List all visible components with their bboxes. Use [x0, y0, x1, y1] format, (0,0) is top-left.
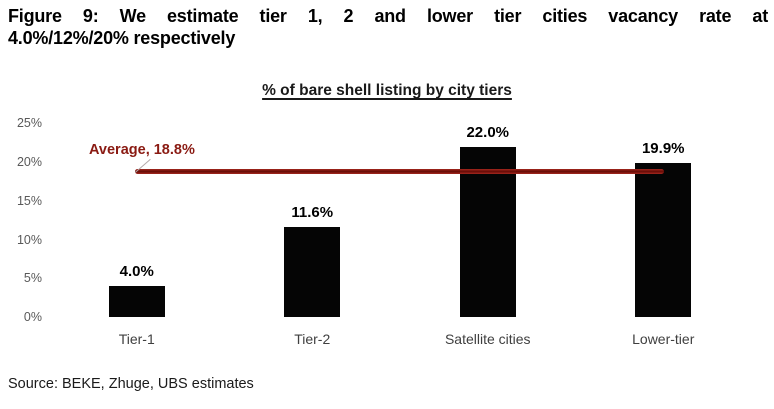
bar-satellite-cities — [459, 146, 516, 317]
bar-value-label-lower-tier: 19.9% — [641, 139, 685, 157]
plot-area: 0% 5% 10% 15% 20% 25% 4.0% Tier-1 11.6% Tier-2 22.… — [16, 116, 695, 347]
figure-title-line-1: Figure 9: We estimate tier 1, 2 and lowe… — [8, 6, 768, 26]
category-label-satellite-cities: Satellite cities — [444, 331, 531, 347]
bar-value-label-satellite-cities: 22.0% — [466, 123, 510, 141]
category-label-tier-2: Tier-2 — [294, 331, 331, 347]
y-axis-tick-label-15: 15% — [16, 193, 42, 208]
average-label: Average, 18.8% — [89, 142, 195, 158]
figure-title: Figure 9: We estimate tier 1, 2 and lowe… — [8, 5, 768, 49]
y-axis-tick-label-5: 5% — [23, 271, 42, 286]
bar-value-label-tier-1: 4.0% — [119, 263, 154, 280]
bar-lower-tier — [635, 162, 692, 317]
bar-value-label-tier-2: 11.6% — [291, 204, 334, 222]
figure-title-line-2: 4.0%/12%/20% respectively — [8, 28, 236, 48]
category-label-lower-tier: Lower-tier — [632, 331, 695, 347]
y-axis-tick-label-0: 0% — [23, 310, 42, 324]
bar-tier-2 — [284, 227, 341, 317]
y-axis-tick-label-20: 20% — [16, 155, 42, 169]
y-axis-tick-label-25: 25% — [16, 116, 42, 131]
chart-title: % of bare shell listing by city tiers — [262, 82, 512, 99]
y-axis-tick-label-10: 10% — [16, 232, 42, 247]
source-note: Source: BEKE, Zhuge, UBS estimates — [8, 376, 254, 392]
bar-tier-1 — [108, 286, 165, 317]
average-line — [135, 168, 664, 174]
category-label-tier-1: Tier-1 — [118, 331, 155, 347]
